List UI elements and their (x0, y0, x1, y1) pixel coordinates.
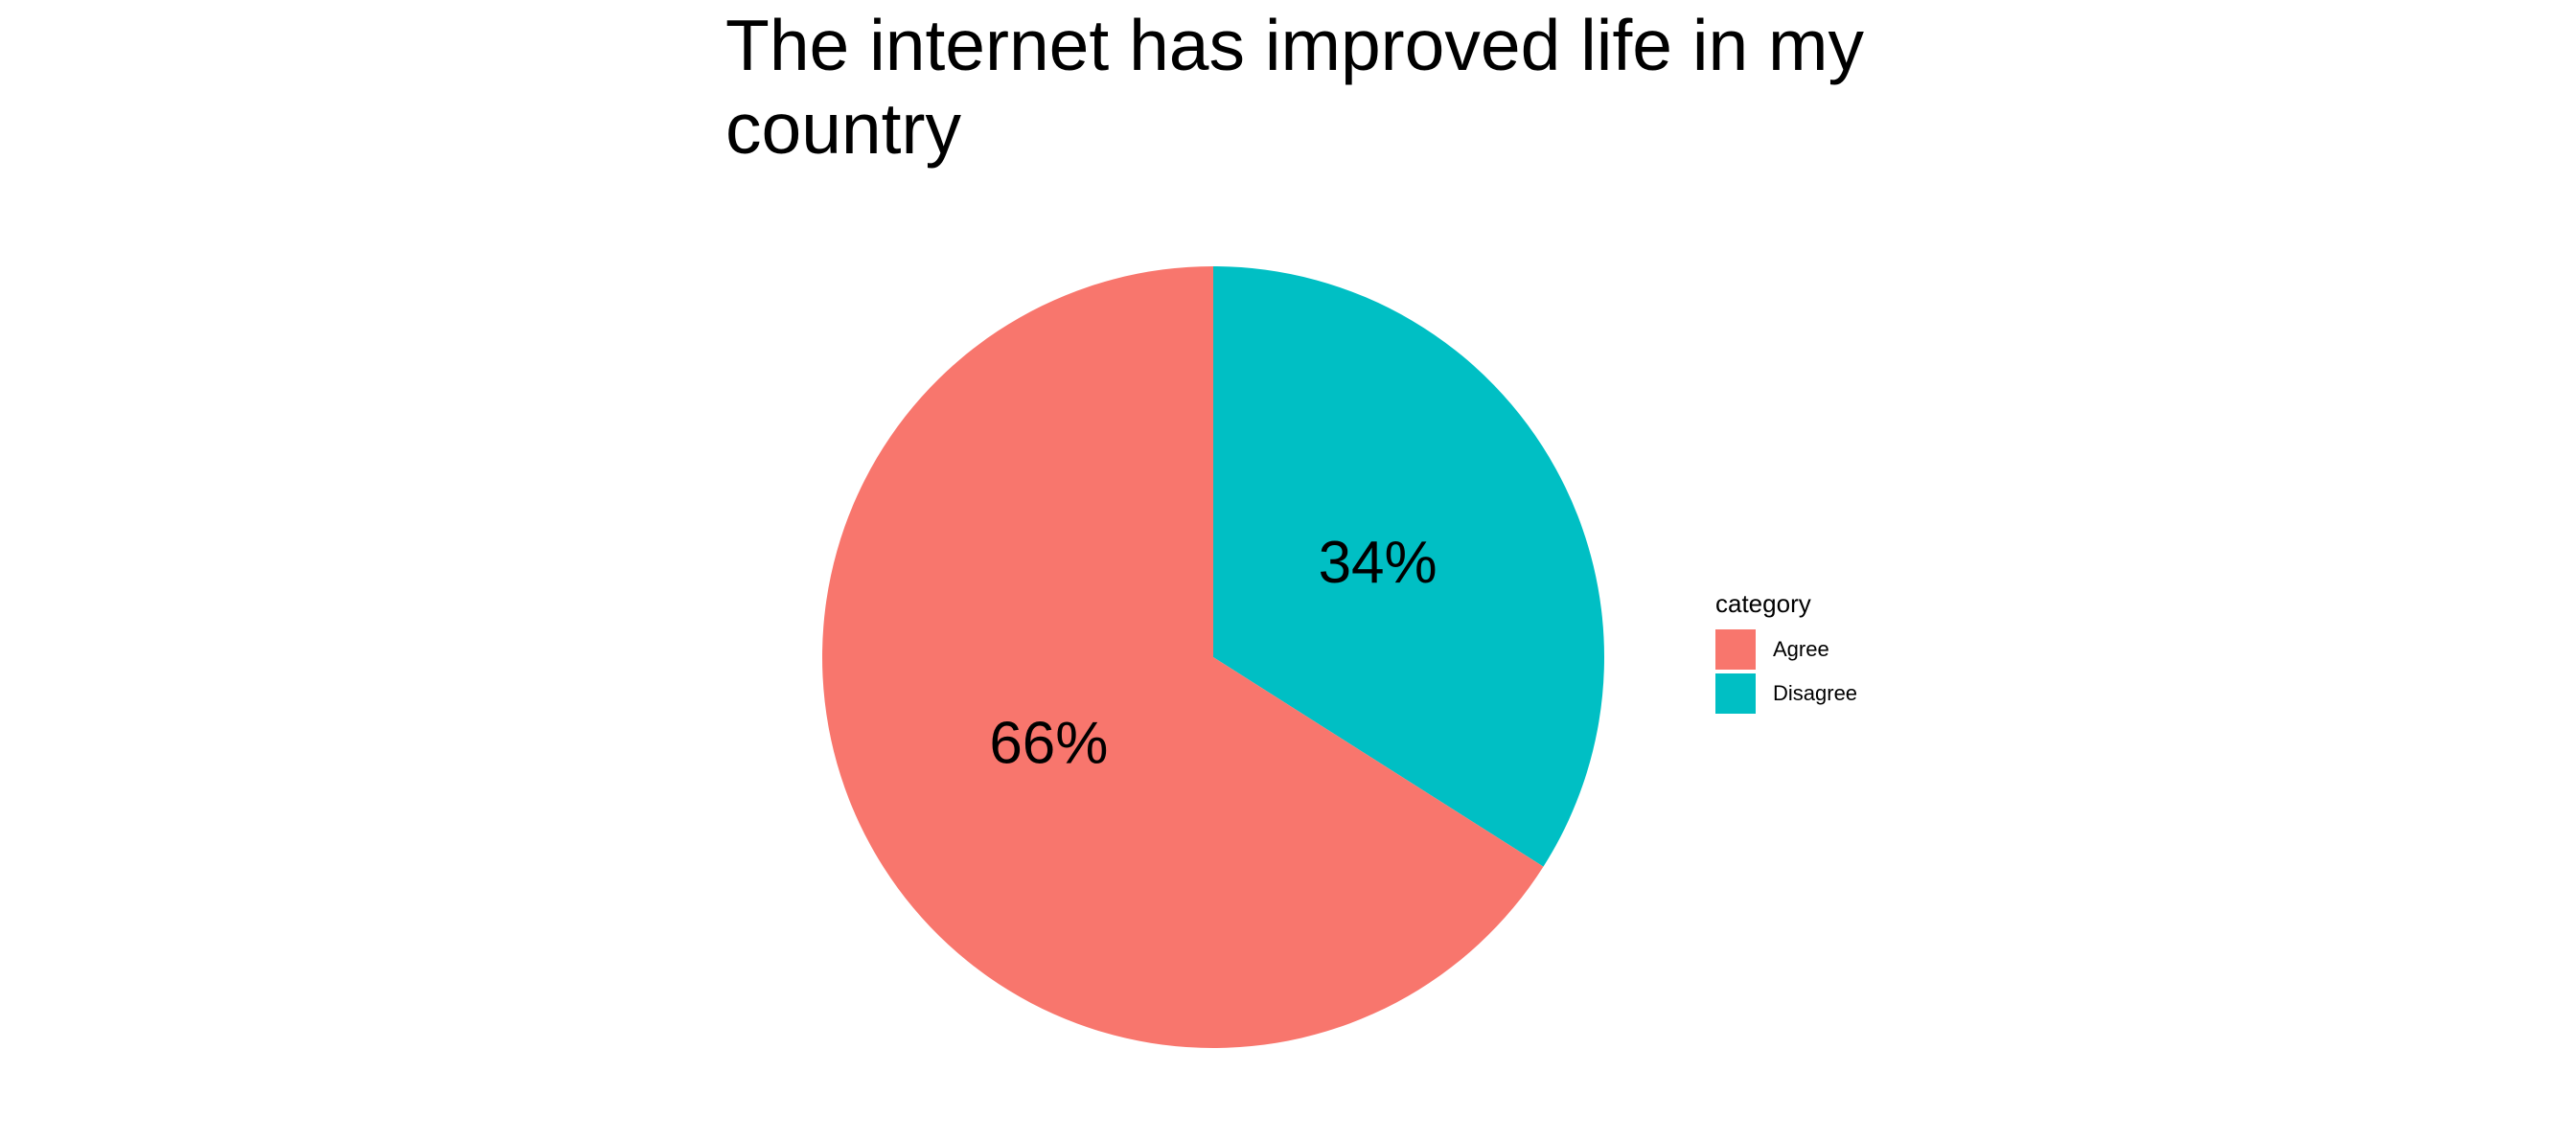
legend-item-disagree: Disagree (1715, 672, 1857, 716)
pie-slices (822, 266, 1605, 1048)
legend-key-disagree (1715, 673, 1756, 714)
chart-title: The internet has improved life in my cou… (725, 5, 1865, 169)
slice-label-disagree: 34% (1319, 530, 1438, 596)
slice-label-agree: 66% (989, 711, 1108, 777)
pie-slice-agree (822, 266, 1544, 1048)
legend-key-agree (1715, 629, 1756, 670)
pie-slice-disagree (1213, 266, 1605, 867)
legend: category Agree Disagree (1715, 589, 1857, 716)
legend-label-agree: Agree (1773, 637, 1829, 661)
legend-item-agree: Agree (1715, 627, 1857, 672)
legend-label-disagree: Disagree (1773, 681, 1858, 705)
pie-slice-labels: 34% 66% (989, 530, 1437, 777)
legend-title: category (1715, 589, 1811, 618)
legend-items: Agree Disagree (1715, 627, 1857, 716)
